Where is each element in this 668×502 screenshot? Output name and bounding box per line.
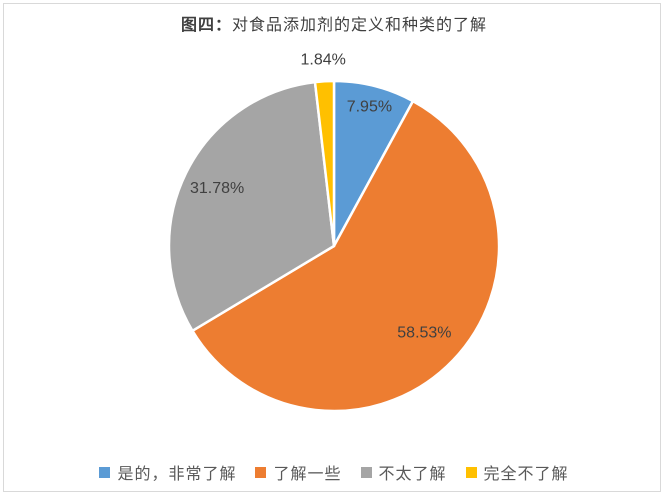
legend-item-not-familiar: 不太了解 [360, 460, 447, 484]
legend-label: 是的，非常了解 [117, 466, 237, 483]
legend-label: 了解一些 [273, 466, 342, 483]
pie-data-label-2: 31.78% [190, 180, 244, 197]
legend-label: 不太了解 [378, 466, 447, 483]
pie-slice-1 [191, 99, 501, 413]
legend-item-very-familiar: 是的，非常了解 [99, 460, 236, 484]
chart-legend: 是的，非常了解 了解一些 不太了解 完全不了解 [0, 460, 668, 484]
legend-swatch-yellow-icon [465, 466, 477, 478]
pie-slice-2 [167, 80, 336, 333]
legend-swatch-orange-icon [255, 466, 267, 478]
pie-data-label-1: 58.53% [397, 324, 451, 341]
pie-slice-3 [313, 79, 336, 248]
legend-item-not-at-all: 完全不了解 [465, 460, 569, 484]
chart-title: 图四：对食品添加剂的定义和种类的了解 [0, 11, 668, 35]
chart-title-text: 对食品添加剂的定义和种类的了解 [232, 17, 488, 34]
pie-data-label-3: 1.84% [301, 51, 346, 68]
legend-swatch-blue-icon [99, 466, 111, 478]
legend-swatch-gray-icon [360, 466, 372, 478]
legend-item-know-some: 了解一些 [255, 460, 341, 484]
pie-data-label-0: 7.95% [347, 98, 392, 115]
legend-label: 完全不了解 [483, 466, 569, 483]
chart-title-prefix: 图四： [180, 17, 232, 34]
